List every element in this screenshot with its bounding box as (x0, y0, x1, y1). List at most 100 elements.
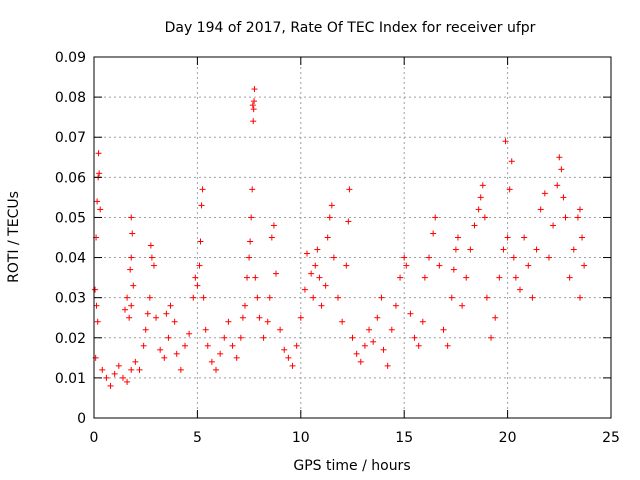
data-point (576, 294, 583, 301)
data-point (96, 170, 103, 177)
data-point (314, 246, 321, 253)
data-point (233, 354, 240, 361)
x-tick-label: 25 (602, 430, 620, 446)
data-point (452, 246, 459, 253)
data-point (190, 294, 197, 301)
data-point (510, 254, 517, 261)
data-point (163, 310, 170, 317)
data-point (545, 254, 552, 261)
y-tick-label: 0.04 (55, 251, 86, 267)
data-point (421, 274, 428, 281)
data-points (92, 86, 588, 389)
data-point (397, 274, 404, 281)
data-point (450, 266, 457, 273)
data-point (244, 274, 251, 281)
data-point (403, 262, 410, 269)
data-point (432, 214, 439, 221)
data-point (448, 294, 455, 301)
data-point (301, 286, 308, 293)
y-tick-label: 0.09 (55, 50, 86, 66)
data-point (512, 274, 519, 281)
data-point (357, 358, 364, 365)
data-point (471, 222, 478, 229)
data-point (380, 346, 387, 353)
data-point (560, 194, 567, 201)
data-point (122, 306, 129, 313)
data-point (504, 234, 511, 241)
data-point (202, 326, 209, 333)
data-point (308, 270, 315, 277)
data-point (533, 246, 540, 253)
data-point (103, 374, 110, 381)
data-point (199, 186, 206, 193)
y-tick-label: 0 (77, 411, 86, 427)
y-tick-label: 0.02 (55, 331, 86, 347)
data-point (426, 254, 433, 261)
data-point (318, 302, 325, 309)
data-point (272, 270, 279, 277)
data-point (173, 350, 180, 357)
data-point (165, 334, 172, 341)
y-tick-label: 0.03 (55, 291, 86, 307)
x-axis-label: GPS time / hours (293, 458, 410, 474)
data-point (488, 334, 495, 341)
data-point (558, 166, 565, 173)
data-point (128, 254, 135, 261)
data-point (463, 274, 470, 281)
data-point (144, 310, 151, 317)
data-point (378, 294, 385, 301)
data-point (419, 318, 426, 325)
data-point (221, 334, 228, 341)
data-point (126, 314, 133, 321)
data-point (345, 218, 352, 225)
data-point (213, 366, 220, 373)
data-point (479, 182, 486, 189)
data-point (477, 194, 484, 201)
data-point (181, 342, 188, 349)
data-point (208, 358, 215, 365)
data-point (241, 302, 248, 309)
data-point (454, 234, 461, 241)
data-point (293, 342, 300, 349)
data-point (204, 342, 211, 349)
data-point (249, 186, 256, 193)
data-point (146, 294, 153, 301)
data-point (312, 262, 319, 269)
data-point (339, 318, 346, 325)
data-point (124, 294, 131, 301)
data-point (361, 342, 368, 349)
data-point (150, 262, 157, 269)
data-point (521, 234, 528, 241)
data-point (127, 266, 134, 273)
data-point (415, 342, 422, 349)
data-point (132, 358, 139, 365)
data-point (297, 314, 304, 321)
data-point (581, 262, 588, 269)
data-point (200, 294, 207, 301)
y-tick-label: 0.01 (55, 371, 86, 387)
data-point (250, 106, 257, 113)
data-point (483, 294, 490, 301)
data-point (171, 318, 178, 325)
data-point (566, 274, 573, 281)
data-point (237, 334, 244, 341)
data-point (384, 362, 391, 369)
data-point (502, 138, 509, 145)
data-point (196, 262, 203, 269)
data-point (401, 254, 408, 261)
data-point (411, 334, 418, 341)
data-point (556, 154, 563, 161)
data-point (254, 294, 261, 301)
data-point (304, 250, 311, 257)
data-point (537, 206, 544, 213)
data-point (251, 86, 258, 93)
data-point (229, 342, 236, 349)
data-point (492, 314, 499, 321)
data-point (111, 370, 118, 377)
data-point (574, 214, 581, 221)
data-point (264, 318, 271, 325)
data-point (256, 314, 263, 321)
data-point (266, 294, 273, 301)
data-point (388, 326, 395, 333)
